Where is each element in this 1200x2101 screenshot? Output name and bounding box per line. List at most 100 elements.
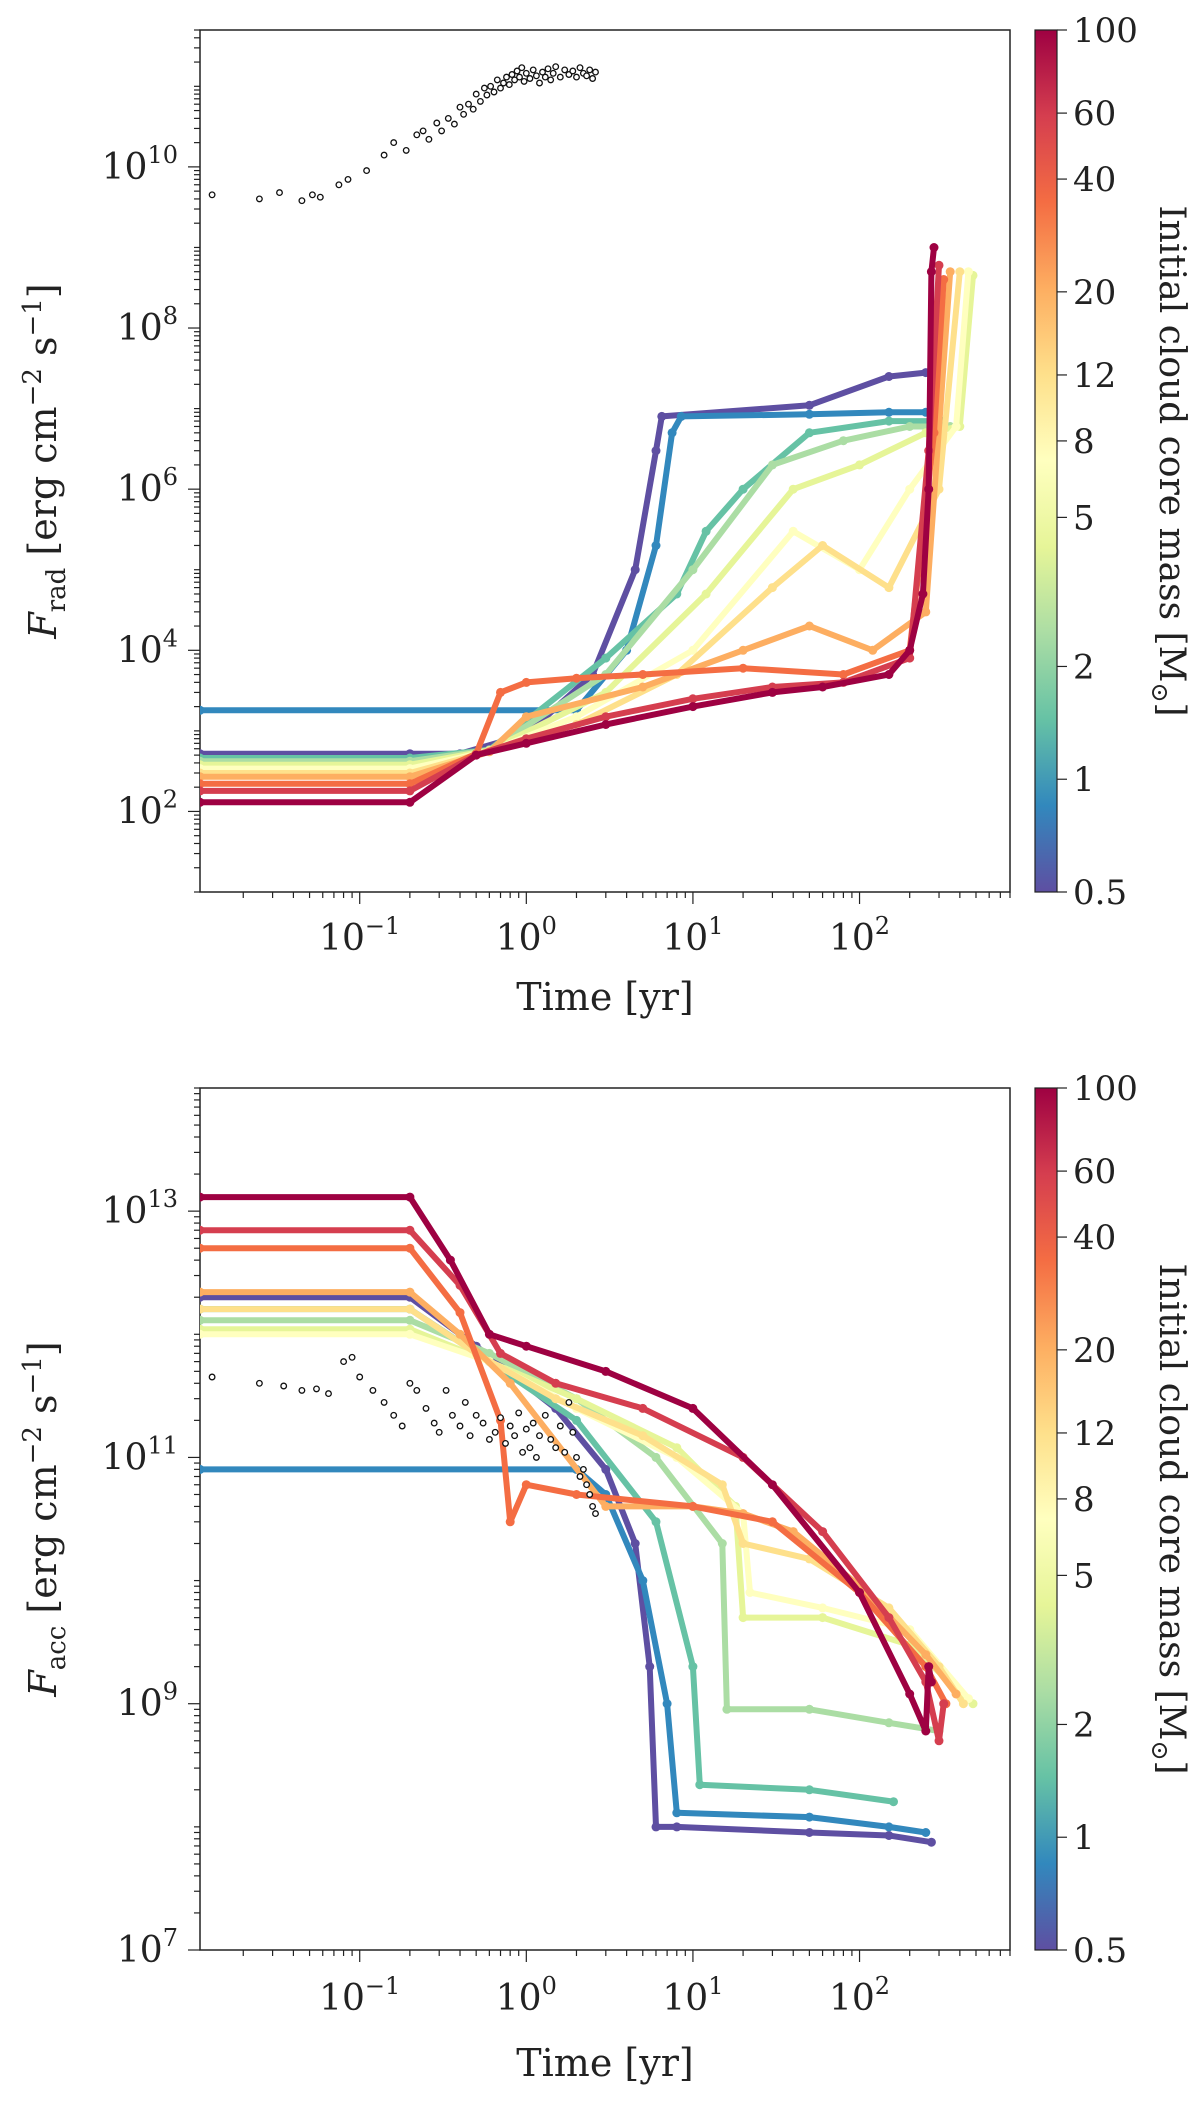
series-point [688,1501,698,1511]
observed-point [444,114,452,122]
series-point [963,267,973,277]
series-point [955,267,965,277]
colorbar-tick-label: 12 [1073,356,1116,396]
series-point [934,1736,944,1746]
colorbar-tick-label: 20 [1073,273,1116,313]
observed-point [497,84,504,92]
observed-point [576,1473,584,1480]
colorbar-tick-label: 40 [1073,160,1116,200]
series-point [200,786,205,796]
colorbar-tick-label: 8 [1073,1480,1095,1520]
series-point [572,673,581,683]
y-axis-label: Frad [erg cm−2 s−1] [18,283,72,639]
observed-point [518,64,526,72]
series-point [551,1394,561,1404]
series-point [838,670,848,679]
series-point [405,772,415,782]
series-point [884,407,894,417]
series-point [638,670,648,679]
observed-point [280,1382,288,1390]
series-point [926,1837,936,1847]
series-point [788,484,798,494]
observed-point [506,1422,514,1430]
observed-point [344,175,352,183]
series-point [688,1662,698,1672]
series-point [804,400,814,410]
series-point [688,702,698,712]
observed-point [573,73,580,81]
series-point [405,797,415,807]
observed-point [298,1386,306,1394]
series-point [630,1539,640,1548]
observed-point [433,119,441,127]
series-point [945,267,955,277]
series-point [884,1831,894,1840]
observed-point [325,1390,332,1398]
series-point [818,541,828,550]
observed-point [487,82,495,90]
series-point [672,1808,682,1818]
series-point [601,720,611,729]
series-point [939,275,949,284]
observed-point [541,1411,549,1419]
observed-point [549,69,557,77]
y-tick-label: 109 [117,1678,178,1725]
observed-point [515,1409,523,1417]
observed-point [448,1411,456,1419]
observed-point [313,1385,320,1393]
observed-point [480,84,488,92]
series-point [521,1341,531,1351]
observed-point [589,75,597,82]
colorbar-tick-label: 20 [1073,1331,1116,1371]
series-point [884,583,894,593]
series-point [645,1662,655,1672]
colorbar-tick-label: 2 [1073,647,1095,687]
series-point [767,1517,777,1527]
colorbar-label: Initial cloud core mass [M⊙] [1146,1263,1192,1774]
series-point [818,1613,828,1623]
series-point [405,1243,415,1253]
observed-point [208,191,216,199]
series-line [200,1245,949,1707]
series-point [200,772,205,782]
series-point [651,446,661,456]
series-point [918,589,928,599]
series-point [521,1480,531,1490]
series-point [738,484,748,494]
observed-point [308,191,316,199]
y-tick-label: 106 [117,463,178,510]
series-point [804,1704,814,1714]
series-point [921,1726,931,1736]
observed-point [522,1425,530,1433]
observed-point [493,76,501,84]
series-point [405,1192,415,1202]
y-tick-label: 108 [117,302,178,349]
series-point [701,526,711,536]
observed-point [532,1453,540,1461]
observed-point [586,66,594,74]
observed-point [380,151,388,159]
observed-point [413,1386,421,1394]
x-tick-label: 10−1 [319,912,400,959]
observed-point [340,1358,348,1366]
series-point [921,607,931,617]
series-point [505,1378,515,1388]
series-point [688,694,698,704]
observed-point [298,197,306,205]
observed-point [456,1422,464,1430]
series-point [200,705,205,715]
series-point [695,1780,705,1790]
series-point [667,428,677,438]
y-tick-label: 107 [117,1924,178,1971]
observed-point [583,72,591,80]
observed-point [422,1404,430,1412]
observed-point [435,1428,443,1436]
series-point [804,1812,814,1822]
x-tick-label: 10−1 [319,1972,400,2019]
series-point [926,1677,936,1687]
observed-point [513,67,521,75]
series-point [855,1588,864,1597]
plot-area [199,29,1011,893]
observed-point [556,1422,564,1430]
observed-point [255,1379,263,1387]
